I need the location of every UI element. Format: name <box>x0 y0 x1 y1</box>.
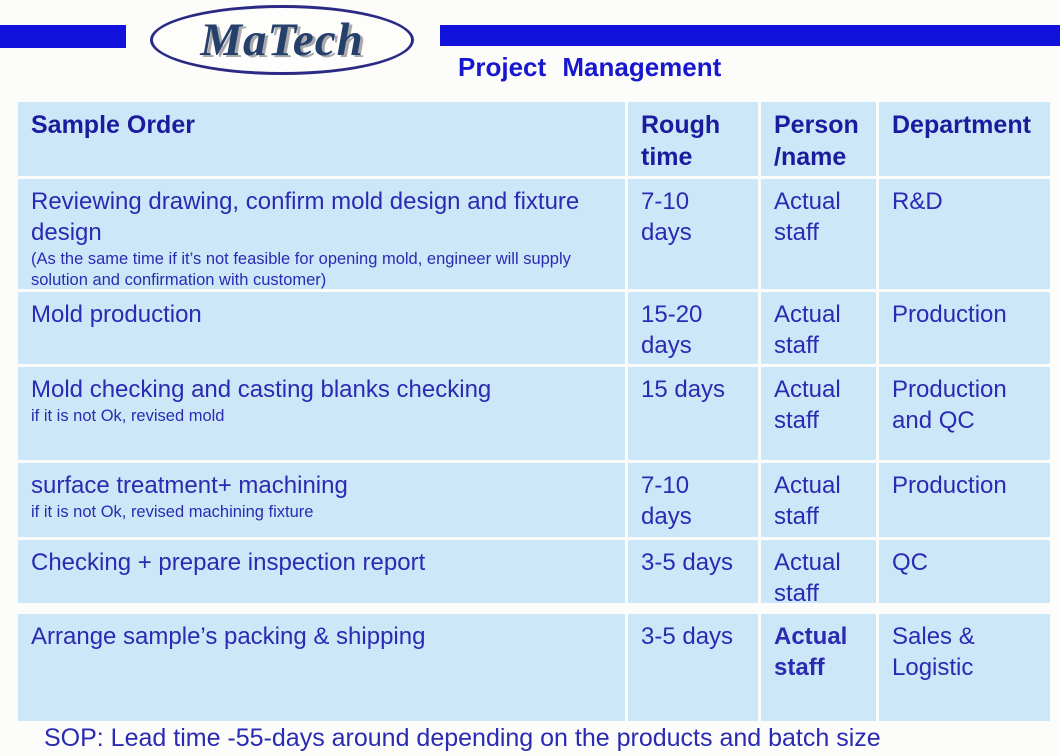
task-cell: Mold production <box>18 292 625 364</box>
header-rough-time: Rough time <box>628 102 758 176</box>
time-cell: 3-5 days <box>628 614 758 721</box>
time-cell: 15-20 days <box>628 292 758 364</box>
sop-lead-time-note: SOP: Lead time -55-days around depending… <box>44 724 881 752</box>
task-text: Checking + prepare inspection report <box>31 549 426 576</box>
project-management-table: Sample Order Rough time Person /name Dep… <box>18 102 1050 721</box>
department-cell: Production <box>879 292 1050 364</box>
task-text: Mold production <box>31 301 202 328</box>
person-cell: Actual staff <box>761 463 876 537</box>
task-cell: Reviewing drawing, confirm mold design a… <box>18 179 625 289</box>
task-text: Arrange sample’s packing & shipping <box>31 623 426 650</box>
time-cell: 3-5 days <box>628 540 758 603</box>
company-logo: MaTech <box>150 5 414 75</box>
task-note: if it is not Ok, revised machining fixtu… <box>31 503 314 522</box>
department-cell: Production <box>879 463 1050 537</box>
top-left-accent-bar <box>0 25 126 48</box>
task-cell: surface treatment+ machining if it is no… <box>18 463 625 537</box>
table-header-row: Sample Order Rough time Person /name Dep… <box>18 102 1050 176</box>
task-note: (As the same time if it’s not feasible f… <box>31 250 571 289</box>
table-row: Mold checking and casting blanks checkin… <box>18 367 1050 460</box>
department-cell: QC <box>879 540 1050 603</box>
task-cell: Arrange sample’s packing & shipping <box>18 614 625 721</box>
page-title: Project Management <box>458 52 722 82</box>
table-row: Checking + prepare inspection report 3-5… <box>18 540 1050 603</box>
task-text: surface treatment+ machining <box>31 472 348 499</box>
table-row: surface treatment+ machining if it is no… <box>18 463 1050 537</box>
department-cell: Production and QC <box>879 367 1050 460</box>
person-cell: Actual staff <box>761 367 876 460</box>
task-text: Reviewing drawing, confirm mold design a… <box>31 188 580 247</box>
task-note: if it is not Ok, revised mold <box>31 407 225 426</box>
header-person-name: Person /name <box>761 102 876 176</box>
department-cell: R&D <box>879 179 1050 289</box>
table-row: Arrange sample’s packing & shipping 3-5 … <box>18 614 1050 721</box>
person-cell: Actual staff <box>761 540 876 603</box>
time-cell: 7-10 days <box>628 463 758 537</box>
task-text: Mold checking and casting blanks checkin… <box>31 376 492 403</box>
header-sample-order: Sample Order <box>18 102 625 176</box>
table-row: Mold production 15-20 days Actual staff … <box>18 292 1050 364</box>
person-cell: Actual staff <box>761 292 876 364</box>
time-cell: 15 days <box>628 367 758 460</box>
task-cell: Mold checking and casting blanks checkin… <box>18 367 625 460</box>
time-cell: 7-10 days <box>628 179 758 289</box>
table-row: Reviewing drawing, confirm mold design a… <box>18 179 1050 289</box>
top-right-accent-bar <box>440 25 1060 46</box>
department-cell: Sales & Logistic <box>879 614 1050 721</box>
person-cell: Actual staff <box>761 179 876 289</box>
task-cell: Checking + prepare inspection report <box>18 540 625 603</box>
person-cell: Actual staff <box>761 614 876 721</box>
header-department: Department <box>879 102 1050 176</box>
company-logo-text: MaTech <box>200 14 364 66</box>
